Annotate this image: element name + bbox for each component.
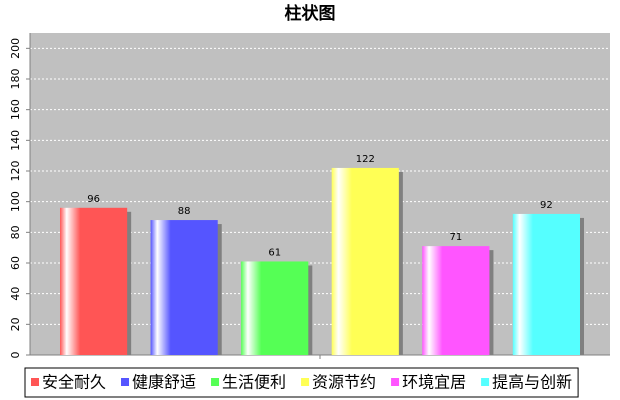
bar — [241, 261, 309, 355]
y-tick-label: 140 — [9, 130, 22, 151]
bar — [512, 213, 580, 355]
y-tick-label: 40 — [9, 287, 22, 301]
value-label: 71 — [449, 232, 462, 243]
y-tick-label: 60 — [9, 256, 22, 270]
legend-label: 健康舒适 — [132, 373, 196, 392]
legend-swatch — [481, 378, 490, 386]
y-tick-label: 80 — [9, 225, 22, 239]
bar — [422, 246, 490, 355]
y-tick-label: 200 — [9, 38, 22, 59]
chart-title: 柱状图 — [285, 3, 336, 24]
legend: 安全耐久 健康舒适 生活便利 资源节约 环境宜居 提高与创新 — [24, 367, 579, 398]
legend-label: 资源节约 — [312, 373, 376, 392]
bar — [331, 167, 399, 355]
value-label: 61 — [268, 247, 281, 258]
bar — [60, 207, 128, 355]
legend-label: 安全耐久 — [42, 373, 106, 392]
legend-swatch — [391, 378, 400, 386]
y-tick-label: 160 — [9, 99, 22, 120]
y-tick-label: 180 — [9, 69, 22, 90]
legend-label: 提高与创新 — [492, 373, 572, 392]
legend-label: 环境宜居 — [402, 373, 466, 392]
legend-swatch — [301, 378, 310, 386]
legend-swatch — [211, 378, 220, 386]
y-tick-label: 100 — [9, 191, 22, 212]
y-tick-label: 120 — [9, 161, 22, 182]
y-tick-label: 0 — [9, 352, 22, 359]
legend-swatch — [121, 378, 130, 386]
value-label: 92 — [540, 200, 553, 211]
y-tick-label: 20 — [9, 317, 22, 331]
value-label: 122 — [356, 154, 375, 165]
value-label: 96 — [87, 194, 100, 205]
legend-swatch — [31, 378, 39, 386]
value-label: 88 — [178, 206, 191, 217]
bar — [150, 220, 218, 355]
legend-label: 生活便利 — [222, 373, 286, 392]
